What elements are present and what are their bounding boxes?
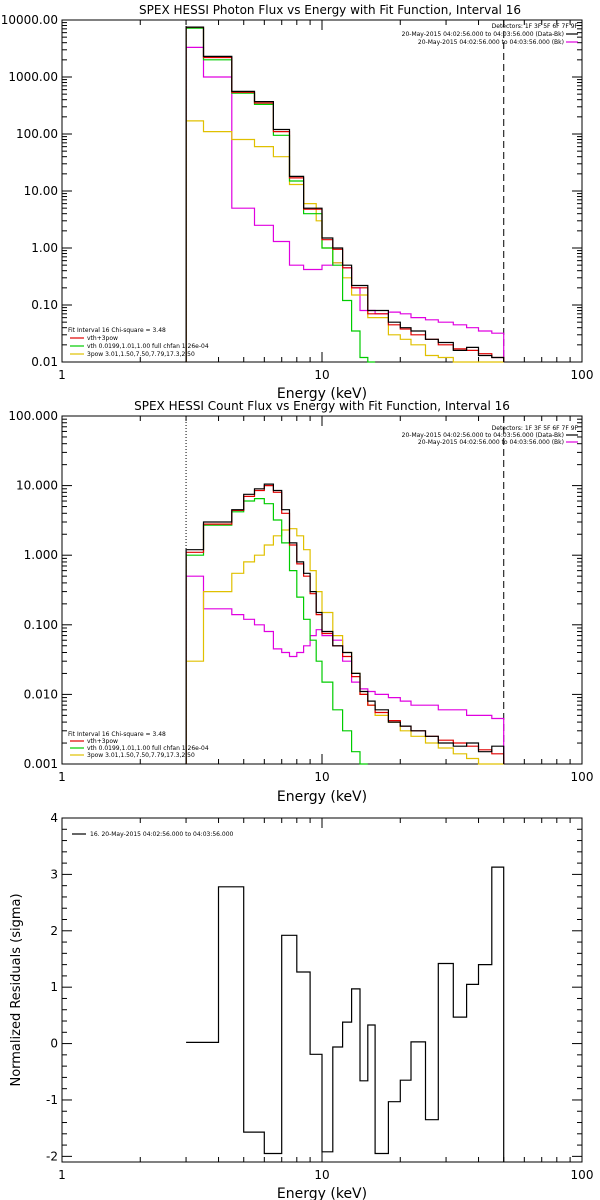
count-legend-total: vth+3pow — [87, 738, 118, 745]
y-tick-label: 4 — [50, 811, 58, 825]
photon-bk-line: 20-May-2015 04:02:56.000 to 04:03:56.000… — [418, 39, 564, 46]
x-tick-label: 100 — [571, 368, 594, 382]
x-tick-label: 100 — [571, 770, 594, 784]
y-tick-label: 0.010 — [24, 687, 58, 701]
count-plot-frame — [61, 415, 583, 765]
x-tick-label: 10 — [314, 770, 329, 784]
series-data-histogram — [186, 866, 505, 1162]
series-total-histogram — [185, 485, 505, 764]
series-background-histogram — [185, 575, 505, 764]
series-power-histogram — [185, 528, 504, 765]
x-tick-label: 1 — [58, 1168, 66, 1182]
photon-fit-interval-line: Fit Interval 16 Chi-square = 3.48 — [68, 327, 166, 334]
y-tick-label: 10.000 — [16, 479, 58, 493]
y-tick-label: 1.00 — [31, 241, 58, 255]
series-vth-histogram — [185, 27, 376, 363]
y-tick-label: 0 — [50, 1037, 58, 1051]
count-panel-title: SPEX HESSI Count Flux vs Energy with Fit… — [134, 399, 510, 413]
photon-panel-title: SPEX HESSI Photon Flux vs Energy with Fi… — [139, 3, 521, 17]
residuals-legend-line: 16. 20-May-2015 04:02:56.000 to 04:03:56… — [90, 831, 234, 838]
photon-x-axis-label: Energy (keV) — [277, 386, 367, 402]
series-power-histogram — [185, 120, 504, 363]
photon-legend-total: vth+3pow — [87, 335, 118, 342]
y-tick-label: 3 — [50, 867, 58, 881]
count-data-bk-line: 20-May-2015 04:02:56.000 to 04:03:56.000… — [402, 432, 564, 439]
series-data-histogram — [185, 26, 505, 362]
count-detectors-line: Detectors: 1F 3F 5F 6F 7F 9F — [492, 425, 579, 432]
y-tick-label: 1000.00 — [8, 70, 58, 84]
x-tick-label: 10 — [314, 1168, 329, 1182]
y-tick-label: 1.000 — [24, 548, 58, 562]
y-tick-label: 10000.00 — [1, 13, 58, 27]
y-tick-label: 0.100 — [24, 618, 58, 632]
series-background-histogram — [185, 46, 505, 362]
count-legend-vth: vth 0.0199,1.01,1.00 full chfan 1.26e-04 — [87, 745, 209, 752]
count-bk-line: 20-May-2015 04:02:56.000 to 04:03:56.000… — [418, 439, 564, 446]
y-tick-label: 10.00 — [24, 184, 58, 198]
photon-data-bk-line: 20-May-2015 04:02:56.000 to 04:03:56.000… — [402, 31, 564, 38]
y-tick-label: 0.001 — [24, 757, 58, 771]
series-total-histogram — [185, 26, 505, 362]
y-tick-label: -2 — [46, 1149, 58, 1163]
y-tick-label: 0.01 — [31, 355, 58, 369]
y-tick-label: 100.000 — [8, 409, 58, 423]
count-legend-3pow: 3pow 3.01,1.50,7.50,7.79,17.3,2.50 — [87, 752, 195, 759]
photon-legend-3pow: 3pow 3.01,1.50,7.50,7.79,17.3,2.50 — [87, 351, 195, 358]
y-tick-label: 100.00 — [16, 127, 58, 141]
residuals-panel: Energy (keV) Normalized Residuals (sigma… — [9, 817, 583, 1200]
x-tick-label: 10 — [314, 368, 329, 382]
photon-legend-vth: vth 0.0199,1.01,1.00 full chfan 1.26e-04 — [87, 343, 209, 350]
residuals-x-axis-label: Energy (keV) — [277, 1186, 367, 1200]
y-tick-label: 1 — [50, 980, 58, 994]
count-x-axis-label: Energy (keV) — [277, 789, 367, 805]
x-tick-label: 1 — [58, 368, 66, 382]
y-tick-label: -1 — [46, 1093, 58, 1107]
residuals-y-axis-label: Normalized Residuals (sigma) — [9, 893, 24, 1086]
series-data-histogram — [185, 483, 505, 764]
photon-detectors-line: Detectors: 1F 3F 5F 6F 7F 9F — [492, 23, 579, 30]
count-flux-panel: SPEX HESSI Count Flux vs Energy with Fit… — [61, 399, 583, 805]
x-tick-label: 100 — [571, 1168, 594, 1182]
y-tick-label: 0.10 — [31, 298, 58, 312]
count-fit-interval-line: Fit Interval 16 Chi-square = 3.48 — [68, 731, 166, 738]
y-tick-label: 2 — [50, 924, 58, 938]
x-tick-label: 1 — [58, 770, 66, 784]
series-vth-histogram — [185, 498, 368, 765]
